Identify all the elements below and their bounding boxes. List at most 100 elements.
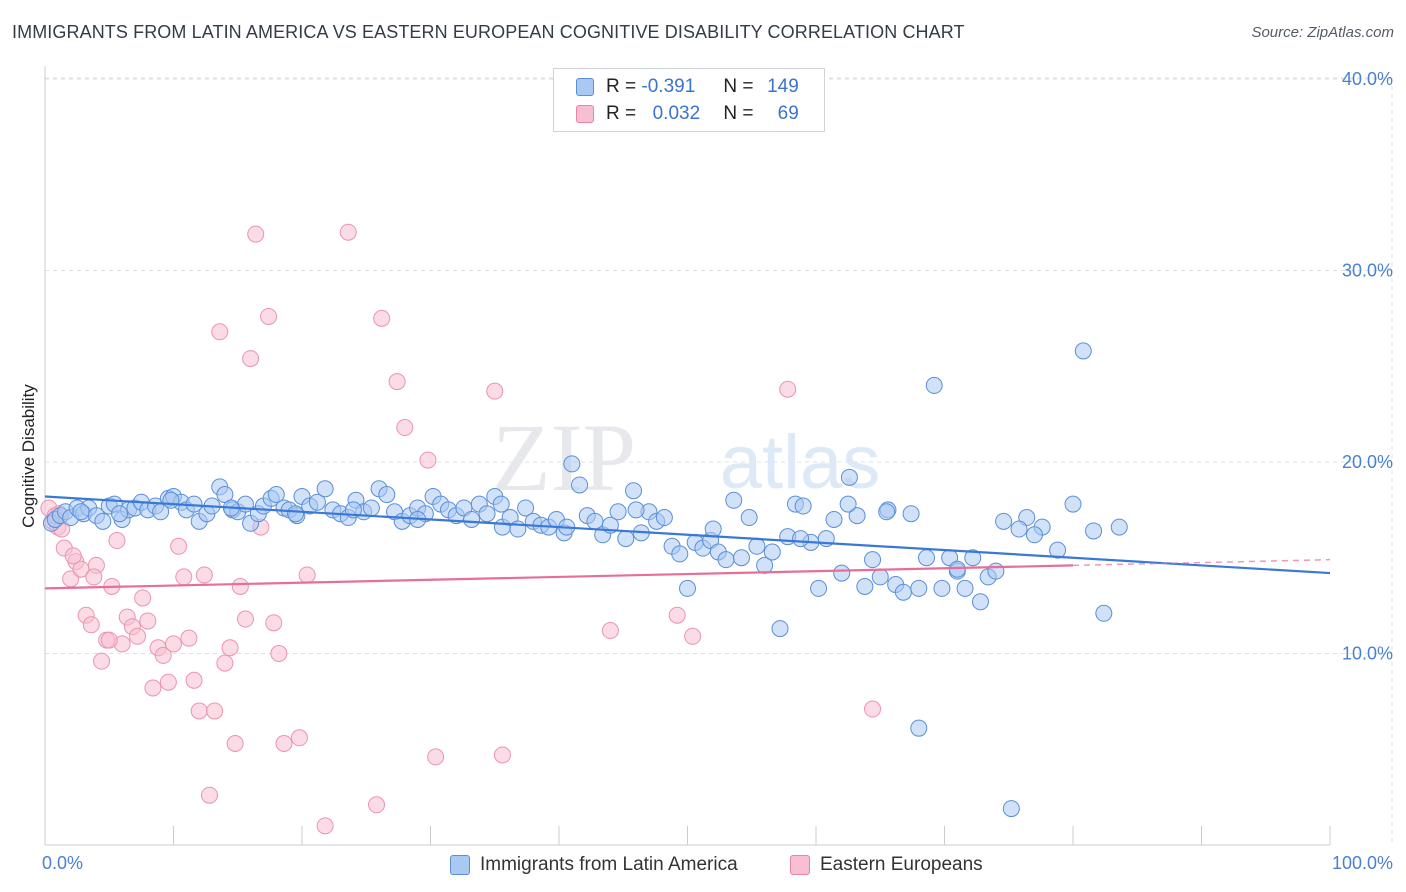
latin-america-point bbox=[1049, 541, 1067, 559]
legend-r-value: 0.032 bbox=[652, 103, 701, 124]
eastern-europeans-point bbox=[165, 635, 182, 653]
eastern-europeans-point bbox=[368, 796, 386, 814]
eastern-europeans-point bbox=[85, 568, 103, 586]
latin-america-point bbox=[763, 543, 781, 561]
eastern-europeans-point bbox=[231, 577, 249, 595]
bottom-legend-swatch-pink bbox=[790, 855, 810, 875]
eastern-europeans-point bbox=[396, 419, 414, 437]
eastern-europeans-point bbox=[64, 547, 82, 565]
eastern-europeans-point bbox=[242, 350, 260, 368]
latin-america-point bbox=[864, 551, 882, 569]
eastern-europeans-point bbox=[601, 622, 619, 640]
x-tick-label: 100.0% bbox=[1332, 853, 1393, 873]
eastern-europeans-point bbox=[493, 746, 511, 764]
bottom-legend-swatch-blue bbox=[450, 855, 470, 875]
legend: R = -0.391 N = 149 R = 0.032 N = 69 bbox=[553, 68, 825, 132]
eastern-europeans-trend-line bbox=[44, 564, 1074, 590]
latin-america-point bbox=[704, 520, 722, 538]
eastern-europeans-point bbox=[185, 671, 203, 689]
trend-lines bbox=[44, 495, 1331, 590]
eastern-europeans-point bbox=[108, 532, 126, 550]
latin-america-point bbox=[964, 549, 982, 567]
bottom-legend-eastern-europeans[interactable]: Eastern Europeans bbox=[790, 852, 983, 878]
eastern-europeans-point bbox=[236, 610, 254, 628]
eastern-europeans-point bbox=[93, 652, 111, 670]
latin-america-point bbox=[625, 482, 643, 500]
latin-america-point bbox=[478, 505, 496, 523]
legend-swatch-blue bbox=[576, 78, 594, 96]
eastern-europeans-point bbox=[190, 702, 208, 720]
x-tick-label: 0.0% bbox=[42, 853, 83, 873]
eastern-europeans-point bbox=[129, 627, 147, 645]
legend-row-eastern-europeans: R = 0.032 N = 69 bbox=[576, 101, 799, 127]
latin-america-point bbox=[740, 509, 758, 527]
latin-america-point bbox=[308, 493, 326, 511]
legend-n-value: 69 bbox=[777, 103, 799, 124]
eastern-europeans-point bbox=[159, 673, 177, 691]
eastern-europeans-point bbox=[427, 748, 445, 766]
latin-america-point bbox=[987, 562, 1005, 580]
eastern-europeans-point bbox=[170, 537, 188, 555]
latin-america-point bbox=[794, 497, 812, 515]
latin-america-point bbox=[910, 579, 928, 597]
watermark-atlas: atlas bbox=[720, 420, 881, 505]
eastern-europeans-point bbox=[668, 606, 686, 624]
latin-america-point bbox=[72, 503, 90, 521]
eastern-europeans-point bbox=[339, 223, 357, 241]
latin-america-point bbox=[840, 468, 858, 486]
eastern-europeans-point bbox=[195, 566, 213, 584]
latin-america-point bbox=[717, 551, 735, 569]
eastern-europeans-trend-extension bbox=[1072, 558, 1331, 567]
latin-america-point bbox=[848, 507, 866, 525]
y-tick-label: 30.0% bbox=[1342, 261, 1393, 281]
eastern-europeans-point bbox=[82, 616, 100, 634]
chart-title: IMMIGRANTS FROM LATIN AMERICA VS EASTERN… bbox=[12, 22, 965, 42]
eastern-europeans-point bbox=[270, 645, 288, 662]
latin-america-point bbox=[825, 510, 843, 528]
eastern-europeans-point bbox=[275, 735, 293, 753]
legend-row-latin-america: R = -0.391 N = 149 bbox=[576, 74, 799, 100]
latin-america-point bbox=[316, 480, 334, 498]
gridlines bbox=[45, 77, 1393, 845]
latin-america-point bbox=[162, 491, 180, 509]
latin-america-point bbox=[933, 579, 951, 597]
eastern-europeans-point bbox=[260, 307, 278, 325]
latin-america-point bbox=[1002, 800, 1020, 818]
latin-america-point bbox=[655, 509, 673, 527]
legend-n-value: 149 bbox=[767, 76, 799, 97]
latin-america-point bbox=[267, 486, 285, 504]
eastern-europeans-point bbox=[247, 225, 265, 243]
latin-america-point bbox=[856, 577, 874, 595]
latin-america-point bbox=[463, 510, 481, 528]
eastern-europeans-point bbox=[373, 309, 391, 327]
latin-america-point bbox=[732, 549, 750, 567]
latin-america-point bbox=[609, 503, 627, 521]
eastern-europeans-point bbox=[206, 702, 224, 720]
latin-america-point bbox=[918, 549, 936, 567]
eastern-europeans-point bbox=[200, 786, 218, 804]
latin-america-point bbox=[839, 495, 857, 513]
latin-america-point bbox=[910, 719, 928, 737]
legend-n-label: N = bbox=[723, 103, 754, 124]
y-tick-label: 40.0% bbox=[1342, 69, 1393, 89]
eastern-europeans-point bbox=[211, 323, 229, 341]
eastern-europeans-points bbox=[40, 223, 882, 835]
latin-america-point bbox=[362, 499, 380, 517]
latin-america-point bbox=[617, 530, 635, 548]
eastern-europeans-point bbox=[419, 451, 437, 469]
eastern-europeans-point bbox=[139, 612, 157, 630]
watermark-zip: ZIP bbox=[492, 404, 636, 511]
tick-labels: 10.0% 20.0% 30.0% 40.0% 0.0% 100.0% bbox=[42, 69, 1393, 873]
eastern-europeans-point bbox=[779, 380, 797, 398]
latin-america-point bbox=[902, 505, 920, 523]
bottom-legend-latin-america[interactable]: Immigrants from Latin America bbox=[450, 852, 738, 878]
eastern-europeans-point bbox=[486, 382, 504, 400]
latin-america-point bbox=[492, 495, 510, 513]
latin-america-point bbox=[725, 491, 743, 509]
latin-america-point bbox=[894, 583, 912, 601]
eastern-europeans-point bbox=[316, 817, 334, 835]
eastern-europeans-point bbox=[684, 627, 702, 645]
latin-america-point bbox=[956, 579, 974, 597]
latin-america-point bbox=[1064, 495, 1082, 513]
